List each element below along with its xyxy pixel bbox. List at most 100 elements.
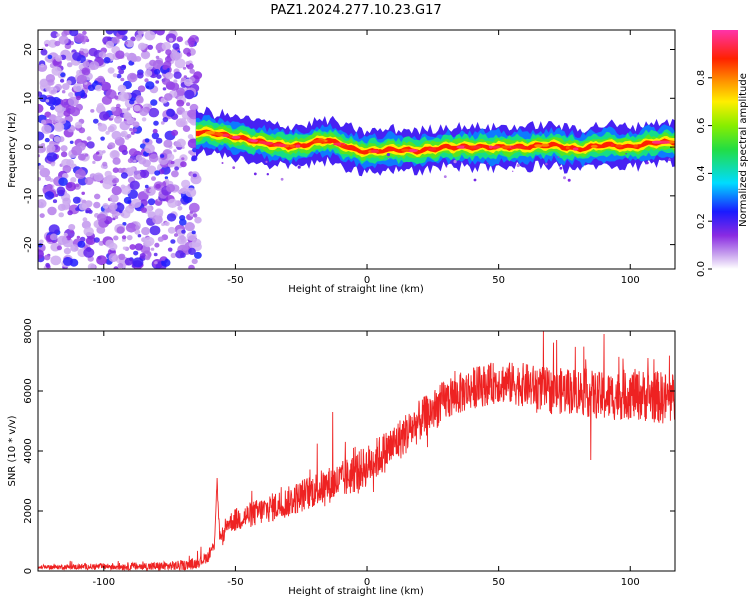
noise-blob [189, 203, 200, 213]
spectrogram-xlabel: Height of straight line (km) [288, 284, 424, 295]
noise-blob [113, 157, 121, 165]
noise-blob [99, 111, 109, 121]
noise-blob [177, 206, 182, 211]
noise-blob [96, 255, 107, 265]
noise-blob [63, 110, 70, 117]
ridge-peak [205, 131, 215, 134]
noise-blob [60, 79, 64, 83]
ridge-peak [615, 144, 622, 147]
noise-blob [149, 60, 156, 66]
noise-blob [120, 65, 126, 70]
noise-blob [57, 236, 67, 245]
noise-blob [130, 167, 136, 172]
noise-blob [192, 259, 198, 265]
noise-blob [155, 208, 164, 216]
noise-blob [186, 52, 191, 56]
noise-blob [145, 185, 149, 189]
noise-blob [108, 67, 115, 73]
noise-blob [154, 243, 159, 248]
noise-blob [81, 192, 85, 195]
noise-blob [145, 255, 151, 260]
ridge-peak [591, 145, 598, 148]
noise-blob [144, 237, 154, 246]
noise-blob [35, 132, 45, 141]
noise-blob [168, 227, 176, 234]
noise-blob [149, 154, 159, 163]
noise-blob [115, 216, 119, 219]
noise-blob [63, 257, 73, 266]
ridge-scatter [560, 167, 563, 170]
noise-blob [133, 121, 140, 127]
noise-blob [127, 134, 132, 138]
noise-blob [133, 128, 138, 132]
noise-blob [139, 108, 148, 116]
noise-blob [41, 120, 46, 125]
ridge-scatter [254, 173, 257, 176]
noise-blob [118, 263, 124, 268]
snr-ytick-label: 8000 [23, 318, 34, 343]
noise-blob [193, 174, 197, 178]
noise-blob [94, 194, 100, 200]
noise-blob [186, 102, 190, 106]
snr-xtick-label: 100 [621, 577, 640, 588]
ridge-peak [384, 148, 396, 151]
noise-blob [118, 92, 129, 102]
noise-blob [111, 37, 119, 44]
noise-blob [66, 80, 71, 85]
noise-blob [145, 31, 156, 41]
noise-blob [70, 244, 78, 252]
noise-blob [125, 53, 130, 57]
noise-blob [188, 150, 192, 154]
noise-blob [54, 136, 61, 142]
snr-ylabel: SNR (10 * v/v) [7, 415, 18, 486]
noise-blob [110, 194, 119, 202]
ridge-peak [534, 144, 542, 147]
spectrogram-ytick-label: -20 [23, 236, 34, 252]
noise-blob [108, 126, 115, 132]
noise-blob [111, 150, 119, 157]
noise-blob [82, 67, 91, 75]
noise-blob [48, 87, 57, 95]
noise-blob [161, 257, 166, 261]
noise-blob [160, 154, 164, 158]
noise-blob [111, 107, 116, 112]
noise-blob [94, 237, 100, 243]
noise-blob [170, 239, 175, 244]
noise-blob [50, 234, 58, 241]
noise-blob [70, 107, 80, 116]
noise-blob [137, 72, 144, 78]
noise-blob [76, 184, 80, 187]
noise-blob [96, 152, 99, 155]
noise-blob [141, 207, 147, 213]
noise-blob [163, 140, 172, 148]
colorbar-label: Normalized spectral amplitude [738, 73, 749, 227]
ridge-scatter [558, 156, 560, 158]
noise-blob [144, 144, 155, 154]
noise-blob [127, 107, 131, 110]
noise-blob [57, 246, 62, 251]
noise-blob [142, 117, 147, 121]
snr-xlabel: Height of straight line (km) [288, 586, 424, 597]
noise-blob [84, 227, 94, 236]
noise-blob [87, 136, 92, 140]
noise-blob [76, 142, 86, 151]
noise-blob [162, 65, 167, 70]
noise-blob [124, 197, 132, 204]
colorbar-tick-label: 0.8 [696, 70, 707, 86]
noise-blob [135, 225, 140, 230]
colorbar-gradient [712, 30, 738, 269]
noise-blob [129, 128, 133, 131]
spectrogram-xtick-label: 50 [492, 275, 505, 286]
noise-blob [93, 202, 100, 209]
noise-blob [186, 61, 190, 65]
ridge-peak [216, 133, 224, 136]
noise-blob [168, 248, 173, 252]
noise-blob [180, 161, 187, 167]
ridge-scatter [668, 158, 671, 161]
ridge-scatter [267, 173, 269, 175]
noise-blob [156, 74, 161, 79]
noise-blob [185, 188, 196, 198]
noise-blob [47, 152, 58, 162]
noise-blob [154, 253, 158, 257]
noise-blob [163, 117, 169, 122]
